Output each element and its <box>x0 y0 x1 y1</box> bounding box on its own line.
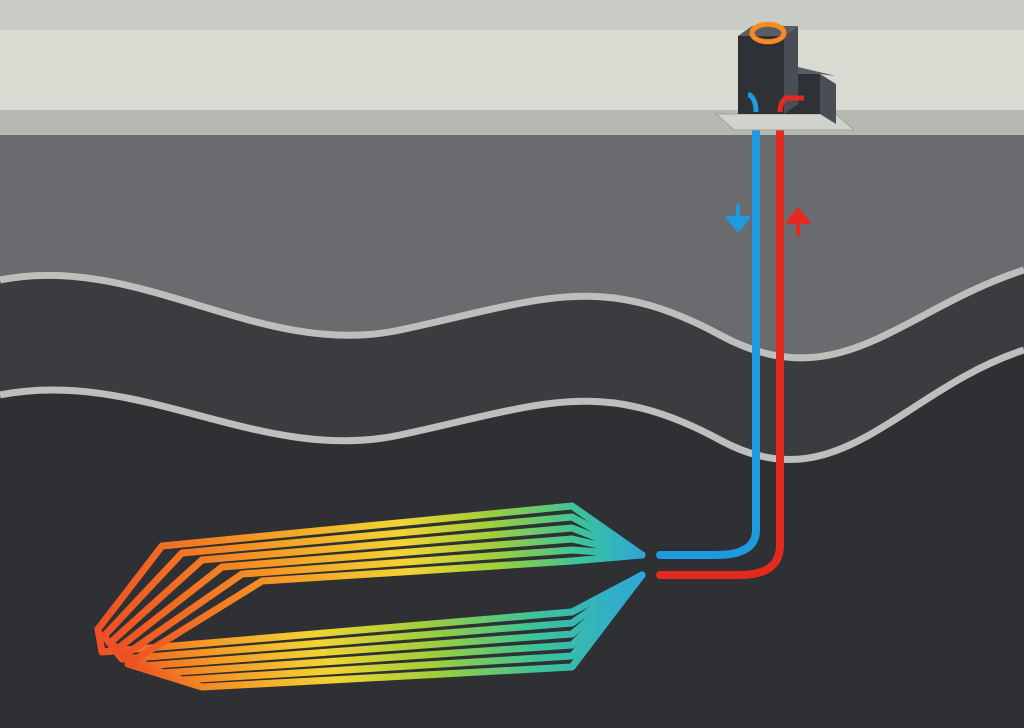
facility-tower-front <box>738 36 784 114</box>
geothermal-diagram <box>0 0 1024 728</box>
sky-layer <box>0 0 1024 30</box>
ground-mid-layer <box>0 110 1024 135</box>
ground-top-layer <box>0 30 1024 110</box>
